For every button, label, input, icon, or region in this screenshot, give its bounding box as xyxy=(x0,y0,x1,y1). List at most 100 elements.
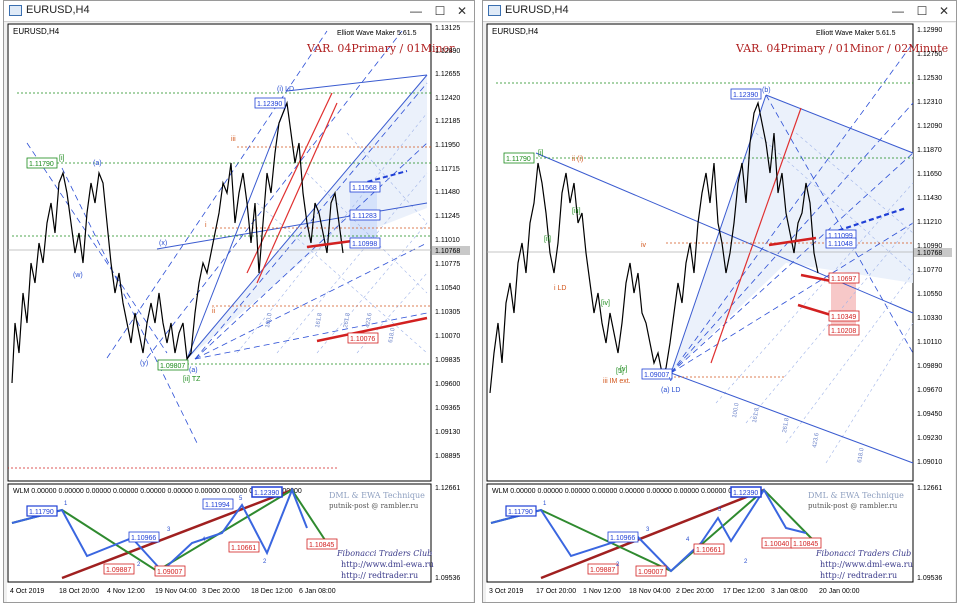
wave-label: [ii] xyxy=(544,236,551,243)
time-axis: 4 Oct 2019 18 Oct 20:00 4 Nov 12:00 19 N… xyxy=(10,588,336,595)
svg-text:Fibonacci Traders Club: Fibonacci Traders Club xyxy=(815,549,911,558)
svg-text:1.10775: 1.10775 xyxy=(435,261,460,268)
svg-text:1.11650: 1.11650 xyxy=(917,171,942,178)
wlm-wave-number: 5 xyxy=(718,507,722,513)
price-box: 1.12390 xyxy=(733,92,758,99)
svg-text:http://www.dml-ewa.ru: http://www.dml-ewa.ru xyxy=(820,560,913,569)
svg-text:1.09010: 1.09010 xyxy=(917,459,942,466)
svg-text:1.11870: 1.11870 xyxy=(917,147,942,154)
svg-text:1.12185: 1.12185 xyxy=(435,118,460,125)
wlm-wave-number: 3 xyxy=(167,527,171,533)
svg-text:1.09450: 1.09450 xyxy=(917,411,942,418)
indicator-name: Elliott Wave Maker 5.61.5 xyxy=(816,30,896,37)
wlm-wave-number: 2 xyxy=(137,562,141,568)
svg-text:1.12750: 1.12750 xyxy=(917,51,942,58)
wlm-box: 1.12390 xyxy=(733,490,758,497)
wlm-wave-number: 1 xyxy=(64,501,68,507)
close-button[interactable]: ✕ xyxy=(456,4,468,18)
price-box: 1.10076 xyxy=(350,336,375,343)
wave-label: (a) LD xyxy=(661,387,680,394)
wlm-wave-number: 2 xyxy=(263,559,267,565)
svg-text:4 Nov 12:00: 4 Nov 12:00 xyxy=(107,588,145,595)
wlm-box: 1.11790 xyxy=(29,509,54,516)
fib-label: 423.6 xyxy=(812,432,821,448)
price-box: 1.11099 xyxy=(828,233,853,240)
wave-label: (b) xyxy=(762,87,771,94)
wave-label: iii IM ext. xyxy=(603,378,631,385)
current-price: 1.10768 xyxy=(917,250,942,257)
svg-text:1.11430: 1.11430 xyxy=(917,195,942,202)
svg-text:3 Dec 20:00: 3 Dec 20:00 xyxy=(202,588,240,595)
wave-label: [i] xyxy=(59,155,65,162)
svg-text:1.10110: 1.10110 xyxy=(917,339,942,346)
svg-text:1.11010: 1.11010 xyxy=(435,237,460,244)
svg-text:1.10070: 1.10070 xyxy=(435,333,460,340)
close-button[interactable]: ✕ xyxy=(938,4,950,18)
wave-label: iv xyxy=(641,242,647,249)
wlm-box: 1.10845 xyxy=(793,541,818,548)
svg-text:1.09365: 1.09365 xyxy=(435,405,460,412)
wlm-wave-number: 4 xyxy=(202,537,206,543)
wave-label: (y) xyxy=(140,360,148,367)
svg-text:4 Oct 2019: 4 Oct 2019 xyxy=(10,588,44,595)
price-box: 1.10697 xyxy=(831,276,856,283)
chart-window-icon xyxy=(488,5,501,16)
fib-label: 618.0 xyxy=(388,327,397,343)
svg-text:2 Dec 20:00: 2 Dec 20:00 xyxy=(676,588,714,595)
wave-label: i LD xyxy=(554,285,566,292)
wave-label: (a) xyxy=(93,160,102,167)
svg-text:1.11715: 1.11715 xyxy=(435,166,460,173)
svg-text:1.12090: 1.12090 xyxy=(917,123,942,130)
chart-area[interactable]: EURUSD,H4 Elliott Wave Maker 5.61.5 VAR.… xyxy=(486,23,955,602)
wlm-axis-bottom: 1.09536 xyxy=(917,575,942,582)
watermark: DML & EWA Technique putnik-post @ ramble… xyxy=(808,491,913,580)
fib-label: 261.8 xyxy=(343,312,352,328)
minimize-button[interactable]: — xyxy=(410,4,422,18)
price-box: 1.12390 xyxy=(257,101,282,108)
window-titlebar[interactable]: EURUSD,H4 — ☐ ✕ xyxy=(4,1,474,22)
wlm-header: WLM 0.00000 0.00000 0.00000 0.00000 0.00… xyxy=(13,488,302,495)
wlm-wave-number: 2 xyxy=(616,562,620,568)
fib-label: 423.6 xyxy=(365,312,374,328)
svg-text:1.10330: 1.10330 xyxy=(917,315,942,322)
price-box: 1.09807 xyxy=(160,363,185,370)
current-price: 1.10768 xyxy=(435,248,460,255)
wave-label: ii (i) xyxy=(572,156,583,163)
wlm-header: WLM 0.00000 0.00000 0.00000 0.00000 0.00… xyxy=(492,488,754,495)
symbol-label: EURUSD,H4 xyxy=(13,27,60,36)
current-price-tag xyxy=(914,248,952,257)
svg-text:http:// redtrader.ru: http:// redtrader.ru xyxy=(820,571,897,580)
wlm-wave-number: 1 xyxy=(543,501,547,507)
window-titlebar[interactable]: EURUSD,H4 — ☐ ✕ xyxy=(483,1,956,22)
svg-text:1.12310: 1.12310 xyxy=(917,99,942,106)
svg-text:3 Oct 2019: 3 Oct 2019 xyxy=(489,588,523,595)
price-box: 1.09007 xyxy=(644,372,669,379)
wlm-box: 1.10661 xyxy=(696,547,721,554)
wave-label: [iv] xyxy=(601,300,610,307)
wlm-axis-top: 1.12661 xyxy=(917,485,942,492)
svg-text:1.10550: 1.10550 xyxy=(917,291,942,298)
chart-area[interactable]: EURUSD,H4 Elliott Wave Maker 5.61.5 VAR.… xyxy=(7,23,473,602)
variant-label: VAR. 04Primary / 01Minor / 02Minute xyxy=(735,42,948,55)
price-box: 1.10208 xyxy=(831,328,856,335)
price-box: 1.11790 xyxy=(29,161,54,168)
maximize-button[interactable]: ☐ xyxy=(434,4,446,18)
svg-text:1.10770: 1.10770 xyxy=(917,267,942,274)
wave-label: [iii] xyxy=(572,208,581,215)
time-axis: 3 Oct 2019 17 Oct 20:00 1 Nov 12:00 18 N… xyxy=(489,588,860,595)
svg-text:6 Jan 08:00: 6 Jan 08:00 xyxy=(299,588,336,595)
svg-text:1.10990: 1.10990 xyxy=(917,243,942,250)
minimize-button[interactable]: — xyxy=(892,4,904,18)
wave-label: [ii] TZ xyxy=(183,376,201,383)
wave-label: iii xyxy=(231,136,236,143)
wlm-axis-bottom: 1.09536 xyxy=(435,575,460,582)
chart-window-right[interactable]: EURUSD,H4 — ☐ ✕ xyxy=(482,0,957,603)
svg-text:1.12890: 1.12890 xyxy=(435,48,460,55)
watermark: DML & EWA Technique putnik-post @ ramble… xyxy=(329,491,434,580)
svg-text:http://www.dml-ewa.ru: http://www.dml-ewa.ru xyxy=(341,560,434,569)
maximize-button[interactable]: ☐ xyxy=(916,4,928,18)
chart-window-left[interactable]: EURUSD,H4 — ☐ ✕ xyxy=(3,0,475,603)
svg-text:1.12530: 1.12530 xyxy=(917,75,942,82)
wlm-box: 1.09887 xyxy=(106,567,131,574)
wlm-box: 1.10966 xyxy=(131,535,156,542)
